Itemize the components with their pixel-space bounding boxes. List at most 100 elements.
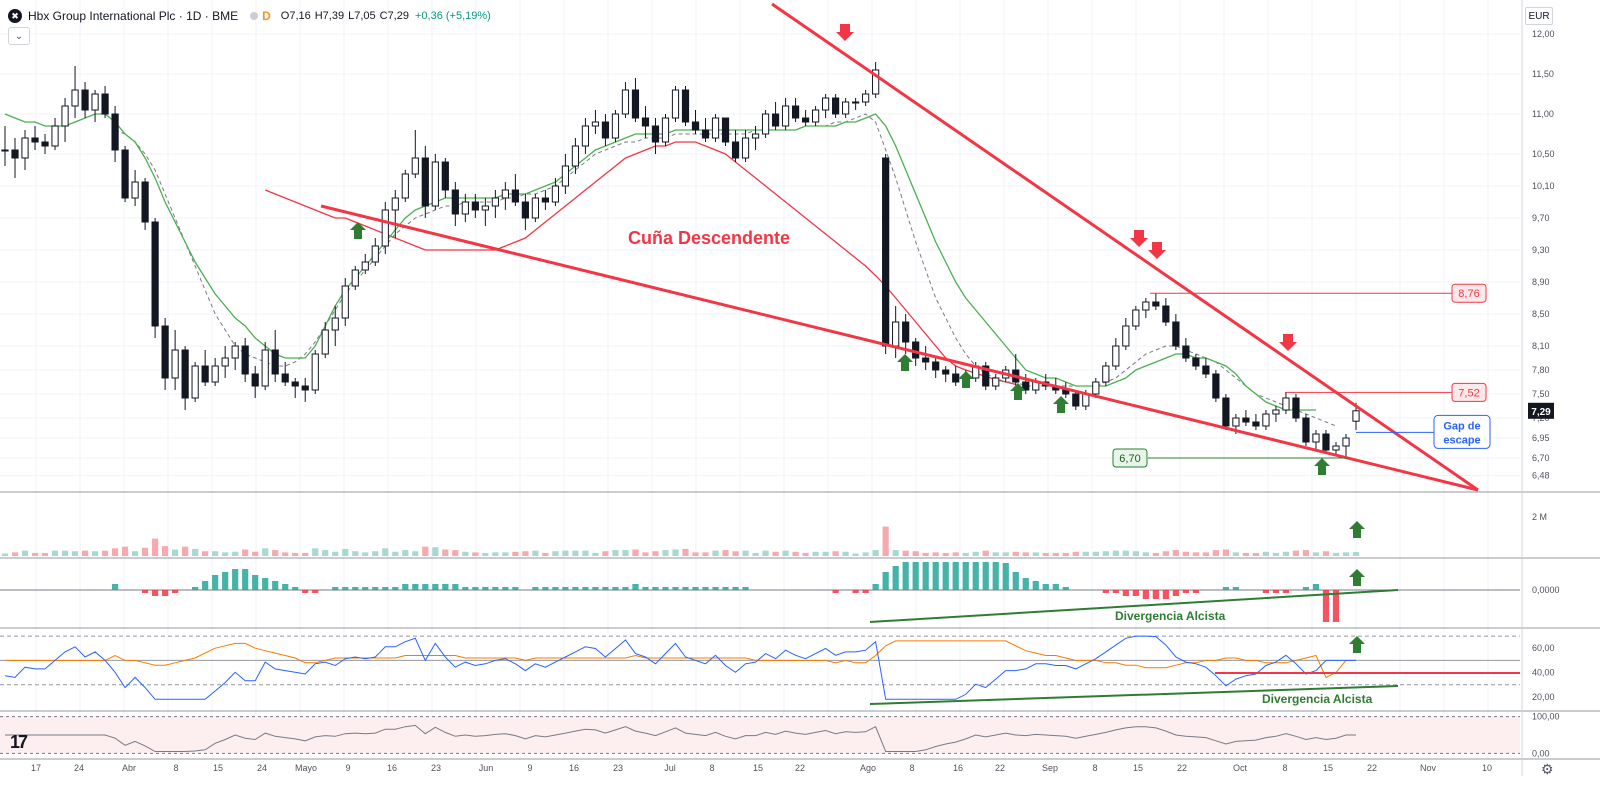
candle-down [511, 189, 519, 203]
macd-histogram-bar [262, 578, 269, 590]
price-tick-label: 12,00 [1532, 29, 1555, 39]
volume-bar [242, 549, 249, 556]
time-tick-label: Nov [1420, 763, 1437, 773]
volume-bar [852, 553, 859, 556]
candle-down [41, 141, 49, 147]
gap-label-line1: Gap de [1443, 420, 1480, 432]
candle-down [932, 361, 940, 371]
volume-bar [1072, 551, 1079, 556]
volume-bar [1092, 551, 1099, 556]
macd-histogram-bar [212, 575, 219, 590]
collapse-legend-button[interactable]: ⌄ [8, 27, 30, 45]
macd-histogram-bar [962, 562, 969, 590]
macd-histogram-bar [532, 587, 539, 590]
time-tick-label: 10 [1482, 763, 1492, 773]
volume-bar [532, 550, 539, 556]
candle-up [611, 113, 620, 139]
macd-histogram-bar [652, 587, 659, 590]
macd-histogram-bar [872, 584, 879, 590]
macd-histogram-bar [472, 587, 479, 590]
volume-bar [1192, 552, 1199, 556]
candle-up [431, 161, 439, 207]
candle-down [1222, 397, 1230, 427]
volume-bar [1222, 549, 1230, 556]
candle-up [71, 89, 79, 107]
macd-histogram-bar [1232, 587, 1240, 590]
volume-bar [222, 552, 229, 556]
macd-histogram-bar [1312, 584, 1320, 590]
candle-down [441, 161, 449, 191]
candle-up [311, 353, 319, 391]
candle-up [171, 349, 179, 379]
candle-up [361, 261, 369, 271]
time-tick-label: 23 [431, 763, 441, 773]
delayed-badge[interactable]: D [262, 9, 271, 23]
currency-selector[interactable]: EUR [1525, 7, 1553, 25]
price-tick-label: 11,00 [1532, 109, 1554, 119]
volume-bar [472, 552, 479, 556]
macd-histogram-bar [382, 587, 389, 590]
macd-histogram-bar [462, 587, 469, 590]
arrow-up-icon [1349, 636, 1365, 653]
volume-bar [21, 550, 29, 556]
candle-up [21, 137, 29, 159]
macd-histogram-bar [542, 587, 549, 590]
candle-down [241, 345, 249, 375]
macd-histogram-bar [552, 587, 559, 590]
candle-down [801, 117, 810, 123]
volume-bar [1262, 551, 1270, 556]
macd-histogram-bar [452, 584, 459, 590]
volume-bar [1312, 552, 1320, 556]
candle-down [952, 373, 960, 383]
close-value: C7,29 [379, 10, 409, 22]
candle-down [181, 349, 189, 399]
candle-up [1102, 365, 1110, 383]
candle-down [151, 221, 159, 327]
macd-histogram-bar [1132, 590, 1139, 596]
volume-bar [642, 552, 649, 556]
macd-histogram-bar [1282, 590, 1290, 593]
volume-bar [882, 526, 889, 556]
macd-histogram-bar [162, 590, 169, 596]
volume-bar [772, 551, 779, 556]
macd-histogram-bar [902, 562, 909, 590]
volume-bar [992, 552, 999, 556]
volume-bar [552, 551, 559, 556]
tradingview-logo-icon[interactable]: 17 [10, 732, 28, 752]
volume-bar [622, 550, 629, 556]
volume-bar [492, 552, 499, 556]
macd-histogram-bar [722, 587, 729, 590]
symbol-title[interactable]: Hbx Group International Plc · 1D · BME [28, 9, 239, 23]
volume-bar [51, 550, 59, 556]
macd-histogram-bar [1192, 590, 1199, 593]
candle-down [691, 121, 700, 131]
candle-up [581, 125, 590, 147]
volume-bar [81, 550, 89, 556]
arrow-down-icon [1279, 334, 1297, 351]
gear-icon[interactable]: ⚙ [1541, 761, 1554, 777]
last-price-tag [1528, 402, 1554, 419]
macd-histogram-bar [742, 587, 749, 590]
macd-histogram-bar [1182, 590, 1189, 593]
time-tick-label: Mayo [295, 763, 317, 773]
candle-down [281, 373, 289, 383]
volume-bar [61, 550, 69, 556]
volume-bar [1122, 550, 1129, 556]
volume-bar [1272, 552, 1280, 556]
volume-bar [422, 546, 429, 556]
candle-up [811, 109, 820, 123]
macd-histogram-bar [302, 590, 309, 593]
price-tick-label: 7,80 [1532, 365, 1550, 375]
chevron-down-icon: ⌄ [14, 30, 24, 42]
candle-up [191, 365, 199, 399]
macd-histogram-bar [172, 590, 179, 593]
volume-bar [302, 552, 309, 556]
volume-bar [252, 551, 259, 556]
price-tick-label: 6,48 [1532, 471, 1550, 481]
exchange-logo-icon: ✖ [8, 9, 22, 23]
macd-histogram-bar [592, 587, 599, 590]
time-tick-label: 8 [1092, 763, 1097, 773]
wedge-lower-trendline [320, 204, 1479, 492]
